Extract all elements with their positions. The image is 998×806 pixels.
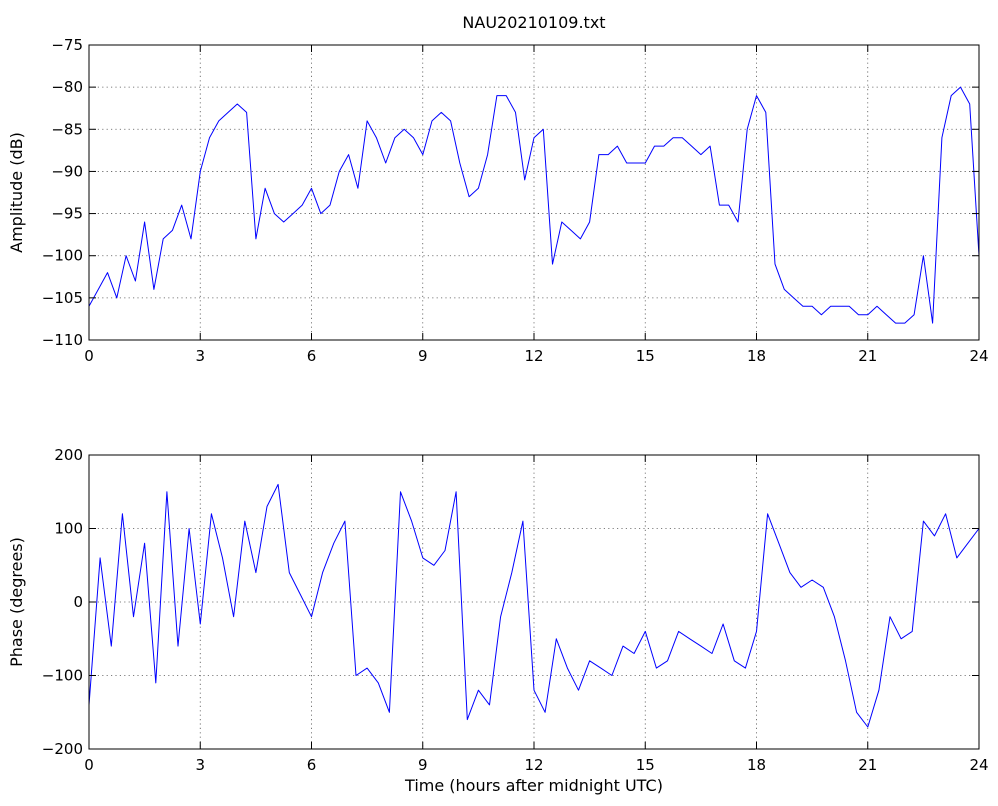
amplitude-ytick-label: −75 <box>51 36 83 54</box>
phase-xtick-label: 6 <box>307 756 317 774</box>
phase-xtick-label: 3 <box>195 756 205 774</box>
amplitude-panel: 0 3 6 9 12 15 18 21 24 −110 −105 −100 −95 −90 −85 −80 −7… <box>7 13 989 365</box>
phase-ytick-label: 100 <box>54 520 83 538</box>
amplitude-xtick-label: 12 <box>524 347 543 365</box>
phase-xtick-label: 0 <box>84 756 94 774</box>
amplitude-ytick-label: −95 <box>51 205 83 223</box>
phase-ytick-label: 200 <box>54 446 83 464</box>
amplitude-ytick-label: −110 <box>42 331 83 349</box>
amplitude-ylabel: Amplitude (dB) <box>7 132 26 253</box>
phase-xtick-label: 15 <box>636 756 655 774</box>
phase-xlabel: Time (hours after midnight UTC) <box>404 776 663 795</box>
phase-ytick-label: −200 <box>42 740 83 758</box>
amplitude-xtick-label: 24 <box>969 347 988 365</box>
phase-xtick-label: 12 <box>524 756 543 774</box>
amplitude-xtick-label: 3 <box>195 347 205 365</box>
amplitude-ytick-label: −80 <box>51 78 83 96</box>
chart-title: NAU20210109.txt <box>462 13 605 32</box>
phase-xtick-label: 21 <box>858 756 877 774</box>
phase-xtick-label: 9 <box>418 756 428 774</box>
amplitude-ytick-label: −85 <box>51 120 83 138</box>
amplitude-ytick-label: −105 <box>42 289 83 307</box>
phase-ytick-label: −100 <box>42 667 83 685</box>
amplitude-ytick-label: −100 <box>42 247 83 265</box>
phase-xtick-label: 24 <box>969 756 988 774</box>
amplitude-xtick-label: 9 <box>418 347 428 365</box>
phase-ytick-label: 0 <box>73 593 83 611</box>
phase-series-line <box>88 483 980 728</box>
amplitude-xtick-label: 21 <box>858 347 877 365</box>
amplitude-xtick-label: 18 <box>747 347 766 365</box>
amplitude-xtick-label: 15 <box>636 347 655 365</box>
amplitude-ytick-label: −90 <box>51 162 83 180</box>
amplitude-xtick-label: 0 <box>84 347 94 365</box>
phase-panel: 0 3 6 9 12 15 18 21 24 −200 −100 0 100 200 Phase (degr… <box>7 446 989 795</box>
phase-ylabel: Phase (degrees) <box>7 537 26 667</box>
amplitude-xtick-label: 6 <box>307 347 317 365</box>
phase-xtick-label: 18 <box>747 756 766 774</box>
amplitude-series-line <box>88 86 980 324</box>
